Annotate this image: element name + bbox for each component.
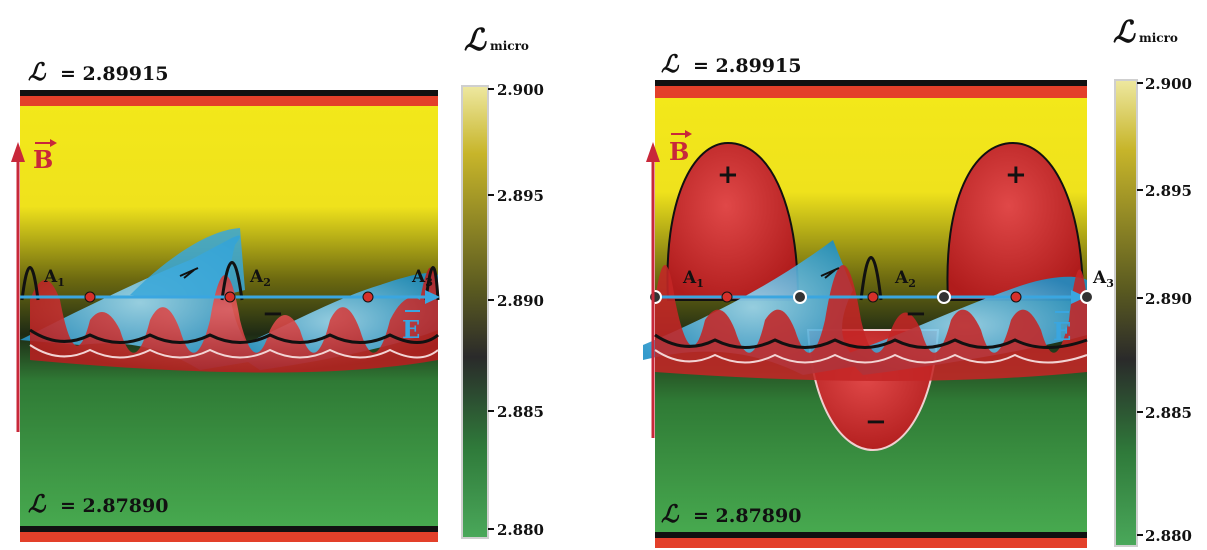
- point-marker: [867, 291, 879, 303]
- point-label-a2: A2: [894, 268, 916, 290]
- positive-lobe-left: [666, 141, 800, 301]
- blue-wave-upper: [130, 228, 245, 299]
- colorbar-tick-label: 2.880: [497, 521, 544, 539]
- colorbar-tick-label: 2.880: [1145, 527, 1192, 545]
- point-marker: [1010, 291, 1022, 303]
- left-diagram: B E A1 A2 A3 − ℒ = 2.89915 ℒ = 2.87890 ℒ…: [11, 23, 544, 542]
- minus-sign-center: −: [905, 299, 927, 329]
- point-marker: [362, 291, 374, 303]
- colorbar: [461, 85, 489, 539]
- top-boundary-symbol: ℒ: [661, 49, 680, 78]
- colorbar-tick-label: 2.900: [497, 81, 544, 99]
- colorbar-symbol: ℒ: [464, 23, 487, 58]
- node-marker: [1080, 290, 1094, 304]
- top-boundary-black: [655, 80, 1087, 86]
- node-marker: [793, 290, 807, 304]
- bottom-boundary-symbol: ℒ: [661, 499, 680, 528]
- b-vector-bar-head: [685, 130, 692, 138]
- point-marker: [224, 291, 236, 303]
- b-vector-bar-head: [50, 139, 57, 147]
- colorbar-tick-label: 2.895: [1145, 182, 1192, 200]
- bottom-boundary-black: [655, 532, 1087, 538]
- point-label-a3: A3: [411, 267, 433, 289]
- point-marker: [84, 291, 96, 303]
- colorbar-ticks: 2.900 2.895 2.890 2.885 2.880: [1137, 75, 1192, 545]
- minus-sign: −: [262, 299, 284, 329]
- bottom-boundary-value: = 2.87890: [693, 505, 801, 527]
- bottom-boundary-black: [20, 526, 438, 532]
- b-arrow-head: [11, 142, 25, 162]
- top-boundary-value: = 2.89915: [693, 55, 801, 77]
- colorbar-tick-label: 2.890: [1145, 290, 1192, 308]
- colorbar-tick-label: 2.890: [497, 292, 544, 310]
- e-arrow-head: [425, 290, 440, 304]
- arrow-mark-icon: [179, 267, 199, 279]
- b-vector-label: B: [33, 145, 53, 174]
- top-boundary-red: [655, 86, 1087, 98]
- colorbar-tick-label: 2.885: [1145, 404, 1192, 422]
- node-marker: [648, 290, 662, 304]
- minus-sign-bottom: −: [865, 407, 887, 437]
- bottom-boundary-red: [655, 538, 1087, 548]
- right-panel: B E A1 A2 A3 + + − − ℒ = 2.89915 ℒ = 2.8…: [603, 0, 1203, 550]
- oscillating-band: [654, 256, 1088, 381]
- colorbar-subscript: micro: [490, 39, 529, 53]
- bottom-boundary-red: [20, 532, 438, 542]
- point-marker: [721, 291, 733, 303]
- plus-sign-left: +: [717, 160, 739, 190]
- colorbar-tick-label: 2.885: [497, 403, 544, 421]
- colorbar-subscript: micro: [1139, 31, 1178, 45]
- point-label-a2: A2: [249, 267, 271, 289]
- e-vector-label: E: [1053, 317, 1071, 346]
- right-diagram: B E A1 A2 A3 + + − − ℒ = 2.89915 ℒ = 2.8…: [643, 15, 1192, 548]
- plus-sign-right: +: [1005, 160, 1027, 190]
- oscillating-band: [20, 261, 440, 373]
- colorbar: [1114, 79, 1138, 547]
- top-boundary-value: = 2.89915: [60, 63, 168, 85]
- point-label-a1: A1: [43, 267, 65, 289]
- positive-lobe-right: [946, 141, 1085, 301]
- colorbar-ticks: 2.900 2.895 2.890 2.885 2.880: [488, 81, 544, 539]
- colorbar-symbol: ℒ: [1113, 15, 1136, 50]
- node-marker: [937, 290, 951, 304]
- b-vector-label: B: [669, 137, 689, 166]
- point-label-a1: A1: [682, 268, 704, 290]
- bottom-boundary-symbol: ℒ: [28, 489, 47, 518]
- point-label-a3: A3: [1092, 268, 1114, 290]
- e-vector-label: E: [402, 315, 420, 344]
- left-panel: B E A1 A2 A3 − ℒ = 2.89915 ℒ = 2.87890 ℒ…: [0, 0, 600, 550]
- top-boundary-symbol: ℒ: [28, 57, 47, 86]
- arrow-mark-icon: [820, 267, 840, 279]
- e-arrow-head: [1071, 290, 1086, 304]
- top-boundary-red: [20, 96, 438, 106]
- colorbar-tick-label: 2.895: [497, 187, 544, 205]
- top-boundary-black: [20, 90, 438, 96]
- colorbar-tick-label: 2.900: [1145, 75, 1192, 93]
- bottom-boundary-value: = 2.87890: [60, 495, 168, 517]
- b-arrow-head: [646, 142, 660, 162]
